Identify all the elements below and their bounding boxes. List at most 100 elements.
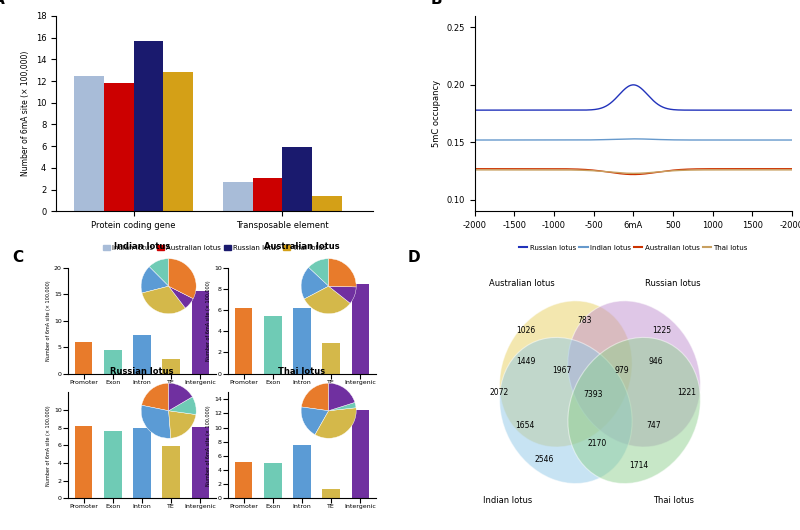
- Russian lotus: [490, 107, 499, 113]
- Russian lotus: [654, 102, 664, 109]
- Text: D: D: [408, 250, 421, 266]
- Title: Indian lotus: Indian lotus: [114, 242, 170, 251]
- Thai lotus: [663, 168, 673, 174]
- Y-axis label: Number of 6mA site (× 100,000): Number of 6mA site (× 100,000): [21, 51, 30, 176]
- Russian lotus: [470, 107, 479, 113]
- Bar: [264, 316, 282, 374]
- Title: Thai lotus: Thai lotus: [278, 367, 326, 376]
- Text: 1026: 1026: [516, 325, 535, 334]
- Text: B: B: [430, 0, 442, 7]
- Thai lotus: [654, 169, 664, 175]
- Ellipse shape: [568, 338, 700, 483]
- Bar: [253, 178, 282, 211]
- Line: Russian lotus: Russian lotus: [474, 85, 792, 110]
- Indian lotus: [490, 137, 499, 143]
- Bar: [192, 292, 210, 374]
- Bar: [264, 463, 282, 498]
- Bar: [312, 196, 342, 211]
- Russian lotus: [743, 107, 753, 113]
- Text: 747: 747: [646, 421, 661, 430]
- Legend: Indian lotus, Australian lotus, Russian lotus, Thai lotus: Indian lotus, Australian lotus, Russian …: [100, 242, 329, 254]
- Thai lotus: [743, 167, 753, 173]
- Bar: [74, 76, 104, 211]
- Text: C: C: [12, 250, 23, 266]
- Bar: [294, 308, 310, 374]
- Bar: [282, 147, 312, 211]
- Bar: [322, 343, 340, 374]
- Bar: [104, 350, 122, 374]
- Text: 2170: 2170: [588, 439, 607, 448]
- Australian lotus: [628, 171, 638, 178]
- Thai lotus: [787, 167, 797, 173]
- Text: Australian lotus: Australian lotus: [489, 279, 555, 288]
- Text: 1225: 1225: [653, 325, 672, 334]
- Text: 2072: 2072: [489, 388, 509, 396]
- Indian lotus: [787, 137, 797, 143]
- Text: 7393: 7393: [583, 390, 602, 399]
- Text: Thai lotus: Thai lotus: [653, 496, 694, 505]
- Indian lotus: [711, 137, 721, 143]
- Line: Indian lotus: Indian lotus: [474, 139, 792, 140]
- Indian lotus: [663, 137, 673, 143]
- Bar: [134, 335, 150, 374]
- Text: 1967: 1967: [553, 366, 572, 375]
- Bar: [163, 72, 193, 211]
- Bar: [352, 410, 370, 498]
- Ellipse shape: [568, 301, 700, 447]
- Bar: [352, 284, 370, 374]
- Australian lotus: [663, 167, 673, 174]
- Bar: [104, 431, 122, 498]
- Thai lotus: [490, 167, 499, 173]
- Australian lotus: [490, 165, 499, 172]
- Y-axis label: Number of 6mA site (× 100,000): Number of 6mA site (× 100,000): [206, 405, 211, 485]
- Y-axis label: Number of 6mA site (× 100,000): Number of 6mA site (× 100,000): [206, 280, 211, 361]
- Text: 979: 979: [614, 366, 630, 375]
- Bar: [223, 182, 253, 211]
- Thai lotus: [470, 167, 479, 173]
- Ellipse shape: [500, 338, 632, 483]
- Indian lotus: [654, 136, 664, 143]
- Indian lotus: [743, 137, 753, 143]
- Bar: [234, 308, 252, 374]
- Text: 1654: 1654: [514, 421, 534, 430]
- Line: Thai lotus: Thai lotus: [474, 170, 792, 173]
- Russian lotus: [663, 105, 673, 112]
- Y-axis label: 5mC occupancy: 5mC occupancy: [432, 80, 441, 147]
- Russian lotus: [711, 107, 721, 113]
- Y-axis label: Number of 6mA site (× 100,000): Number of 6mA site (× 100,000): [46, 280, 51, 361]
- Bar: [134, 428, 150, 498]
- Text: 783: 783: [577, 316, 591, 325]
- Bar: [162, 359, 180, 374]
- Australian lotus: [654, 169, 664, 175]
- Text: 1221: 1221: [677, 388, 696, 396]
- Russian lotus: [673, 107, 682, 113]
- Australian lotus: [743, 165, 753, 172]
- Indian lotus: [673, 137, 682, 143]
- Australian lotus: [470, 165, 479, 172]
- Text: 1714: 1714: [630, 461, 649, 470]
- Australian lotus: [673, 166, 682, 173]
- Russian lotus: [628, 82, 638, 88]
- Bar: [322, 489, 340, 498]
- Text: 946: 946: [649, 357, 663, 366]
- Title: Russian lotus: Russian lotus: [110, 367, 174, 376]
- Thai lotus: [628, 170, 638, 176]
- Australian lotus: [711, 165, 721, 172]
- Text: 2546: 2546: [534, 455, 554, 464]
- Thai lotus: [673, 167, 682, 174]
- Bar: [294, 445, 310, 498]
- Y-axis label: Number of 6mA site (× 100,000): Number of 6mA site (× 100,000): [46, 405, 51, 485]
- Bar: [192, 427, 210, 498]
- Bar: [162, 446, 180, 498]
- Bar: [74, 342, 92, 374]
- Legend: Russian lotus, Indian lotus, Australian lotus, Thai lotus: Russian lotus, Indian lotus, Australian …: [516, 242, 750, 254]
- Text: Indian lotus: Indian lotus: [482, 496, 532, 505]
- Thai lotus: [711, 167, 721, 173]
- Title: Australian lotus: Australian lotus: [264, 242, 340, 251]
- Line: Australian lotus: Australian lotus: [474, 169, 792, 174]
- Bar: [134, 41, 163, 211]
- Text: A: A: [0, 0, 4, 7]
- Ellipse shape: [500, 301, 632, 447]
- Text: 1449: 1449: [516, 357, 535, 366]
- Australian lotus: [787, 165, 797, 172]
